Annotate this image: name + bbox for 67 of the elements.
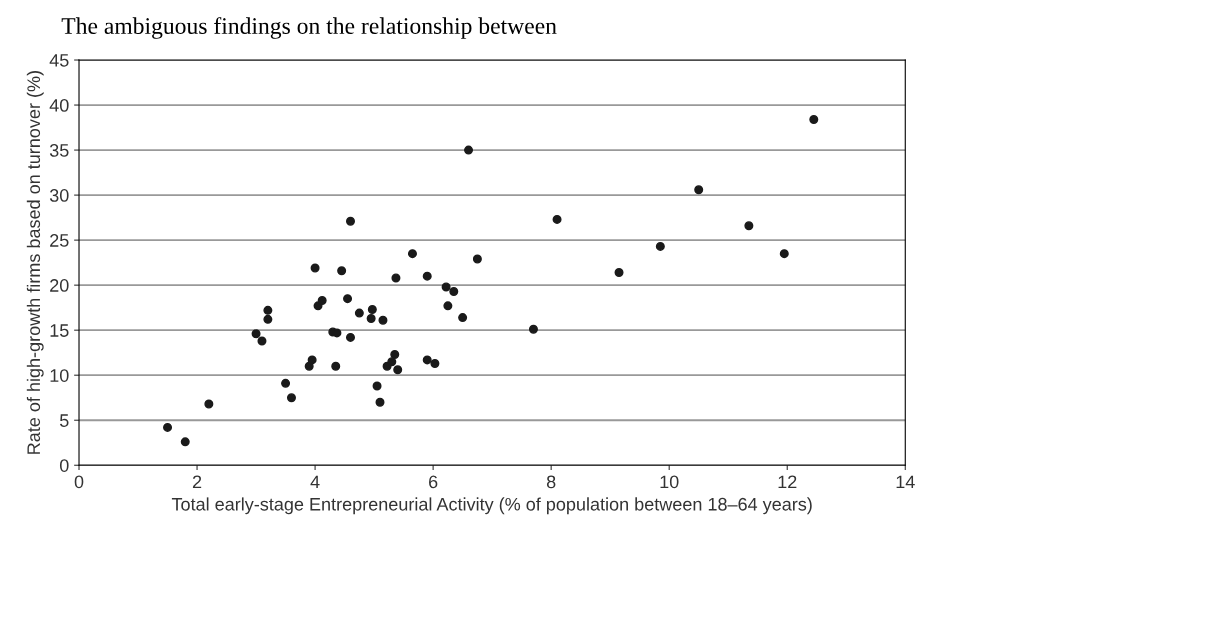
- point: [331, 361, 341, 371]
- point: [407, 249, 417, 259]
- x-tick-label: 2: [192, 475, 202, 489]
- x-tick-label: 10: [660, 475, 679, 489]
- x-tick-label: 0: [74, 475, 84, 489]
- point: [458, 313, 468, 323]
- point: [614, 268, 624, 278]
- point: [337, 266, 347, 276]
- point: [422, 271, 432, 281]
- point: [779, 249, 789, 259]
- x-tick-label: 6: [429, 475, 438, 489]
- y-tick-label: 0: [59, 459, 69, 472]
- y-tick-label: 40: [49, 98, 69, 112]
- point: [441, 282, 451, 292]
- point: [552, 214, 562, 224]
- point: [655, 241, 665, 251]
- point: [263, 314, 273, 324]
- point: [343, 294, 353, 304]
- point: [345, 332, 355, 342]
- point: [310, 263, 320, 273]
- point: [163, 422, 173, 432]
- point: [694, 185, 704, 195]
- point: [366, 313, 376, 323]
- point: [744, 221, 754, 231]
- y-axis-title: Rate of high-growth firms based on turnover (%): [26, 71, 44, 454]
- x-axis-title: Total early-stage Entrepreneurial Activity (% of population between 18–64 years): [171, 497, 812, 515]
- y-tick-label: 30: [49, 189, 69, 202]
- point: [286, 393, 296, 403]
- point: [372, 381, 382, 391]
- y-tick-label: 35: [49, 144, 69, 157]
- y-tick-label: 25: [50, 234, 69, 247]
- x-tick-label: 14: [896, 475, 915, 489]
- point: [472, 254, 482, 264]
- x-tick-label: 12: [778, 475, 797, 489]
- point: [528, 324, 538, 334]
- point: [304, 361, 314, 371]
- y-tick-label: 45: [49, 54, 69, 67]
- point: [387, 357, 397, 367]
- y-tick-label: 5: [59, 414, 69, 427]
- point: [443, 301, 453, 311]
- point: [354, 308, 364, 318]
- point: [263, 305, 273, 315]
- x-tick-label: 8: [546, 475, 556, 489]
- point: [257, 336, 267, 346]
- point: [378, 315, 388, 325]
- chart-title: The ambiguous findings on the relationship between: [61, 17, 557, 39]
- point: [367, 304, 377, 314]
- point: [345, 216, 355, 226]
- point: [204, 399, 214, 409]
- point: [307, 355, 317, 365]
- x-tick-label: 4: [310, 475, 320, 489]
- point: [464, 145, 474, 155]
- y-tick-label: 20: [50, 279, 69, 292]
- point: [391, 273, 401, 283]
- point: [317, 295, 327, 305]
- point: [375, 397, 385, 407]
- point: [422, 355, 432, 365]
- point: [393, 365, 403, 375]
- point: [180, 437, 190, 447]
- y-tick-label: 15: [50, 324, 69, 337]
- y-tick-label: 10: [50, 369, 69, 382]
- point: [430, 358, 440, 368]
- point: [449, 286, 459, 296]
- point: [809, 114, 819, 124]
- point: [251, 329, 261, 339]
- point: [390, 349, 400, 359]
- point: [281, 378, 291, 388]
